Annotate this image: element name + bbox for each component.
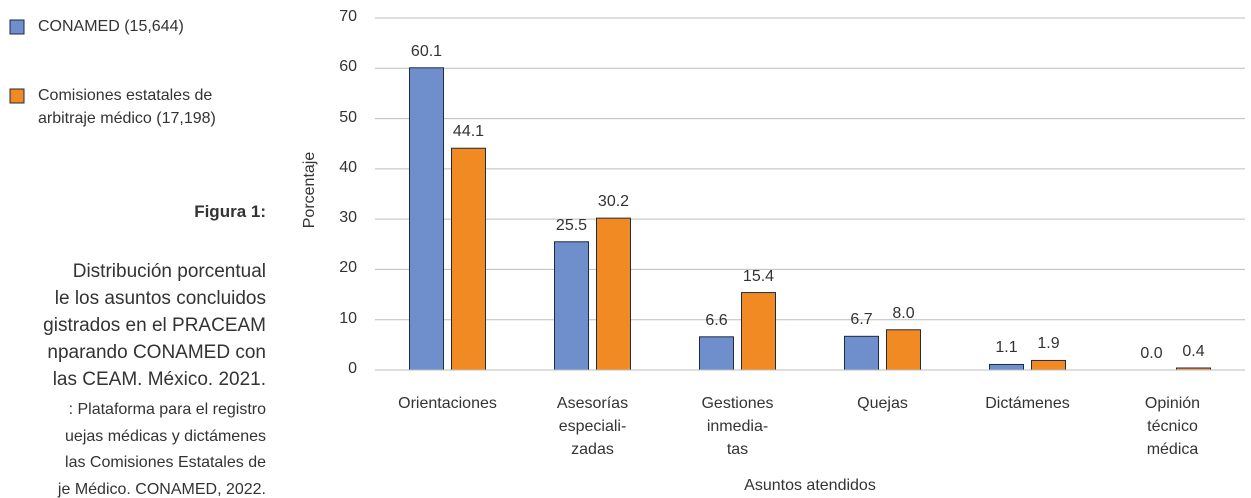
value-label: 6.6 — [705, 311, 728, 329]
x-tick-label: Opinión técnico médica — [1144, 395, 1201, 458]
caption-line: las CEAM. México. 2021. — [52, 369, 266, 390]
legend-label: Comisiones estatales de arbitraje médico… — [38, 87, 216, 127]
bar — [989, 363, 1024, 371]
y-tick-label: 30 — [339, 209, 357, 227]
value-label: 1.1 — [995, 339, 1018, 357]
figure-label: Figura 1: — [194, 202, 266, 221]
y-tick-label: 40 — [339, 158, 357, 176]
source-line: : Plataforma para el registro — [68, 401, 266, 418]
y-tick-label: 60 — [339, 58, 357, 76]
x-axis-label: Asuntos atendidos — [744, 477, 876, 494]
bar — [699, 336, 734, 371]
legend-swatch — [9, 88, 25, 104]
caption-line: Distribución porcentual — [72, 261, 266, 282]
x-tick-label: Gestiones inmedia- tas — [701, 395, 774, 458]
bar — [409, 67, 444, 371]
y-axis-label: Porcentaje — [301, 151, 318, 229]
x-tick-label: Dictámenes — [985, 395, 1070, 412]
value-label: 44.1 — [452, 123, 485, 141]
value-label: 0.0 — [1140, 345, 1163, 362]
legend-label: CONAMED (15,644) — [38, 18, 184, 35]
bar — [844, 335, 879, 371]
bar — [1031, 359, 1066, 371]
y-tick-label: 70 — [339, 8, 357, 25]
value-label: 8.0 — [892, 304, 915, 322]
y-tick-label: 20 — [339, 259, 357, 277]
y-tick-label: 0 — [348, 360, 357, 377]
x-tick-label: Asesorías especiali- zadas — [556, 395, 629, 458]
value-label: 0.4 — [1182, 342, 1205, 360]
source-line: uejas médicas y dictámenes — [65, 427, 266, 445]
value-label: 60.1 — [410, 42, 443, 60]
source-line: je Médico. CONAMED, 2022. — [57, 480, 266, 498]
bar — [451, 147, 486, 371]
value-label: 15.4 — [742, 267, 775, 285]
caption-line: le los asuntos concluidos — [54, 288, 266, 309]
value-label: 1.9 — [1037, 335, 1060, 353]
source-line: las Comisiones Estatales de — [65, 454, 266, 471]
y-tick-label: 50 — [339, 108, 357, 126]
y-tick-label: 10 — [339, 309, 357, 327]
value-label: 25.5 — [555, 216, 588, 234]
legend-swatch — [9, 19, 25, 35]
x-tick-label: Orientaciones — [398, 395, 497, 412]
x-tick-label: Quejas — [857, 395, 908, 412]
value-label: 6.7 — [850, 311, 873, 329]
caption-line: nparando CONAMED con — [47, 342, 266, 363]
bar — [554, 241, 589, 371]
value-label: 30.2 — [597, 193, 630, 211]
bar — [886, 329, 921, 371]
bar — [596, 217, 631, 371]
caption-line: gistrados en el PRACEAM — [43, 315, 266, 336]
bar — [741, 292, 776, 371]
